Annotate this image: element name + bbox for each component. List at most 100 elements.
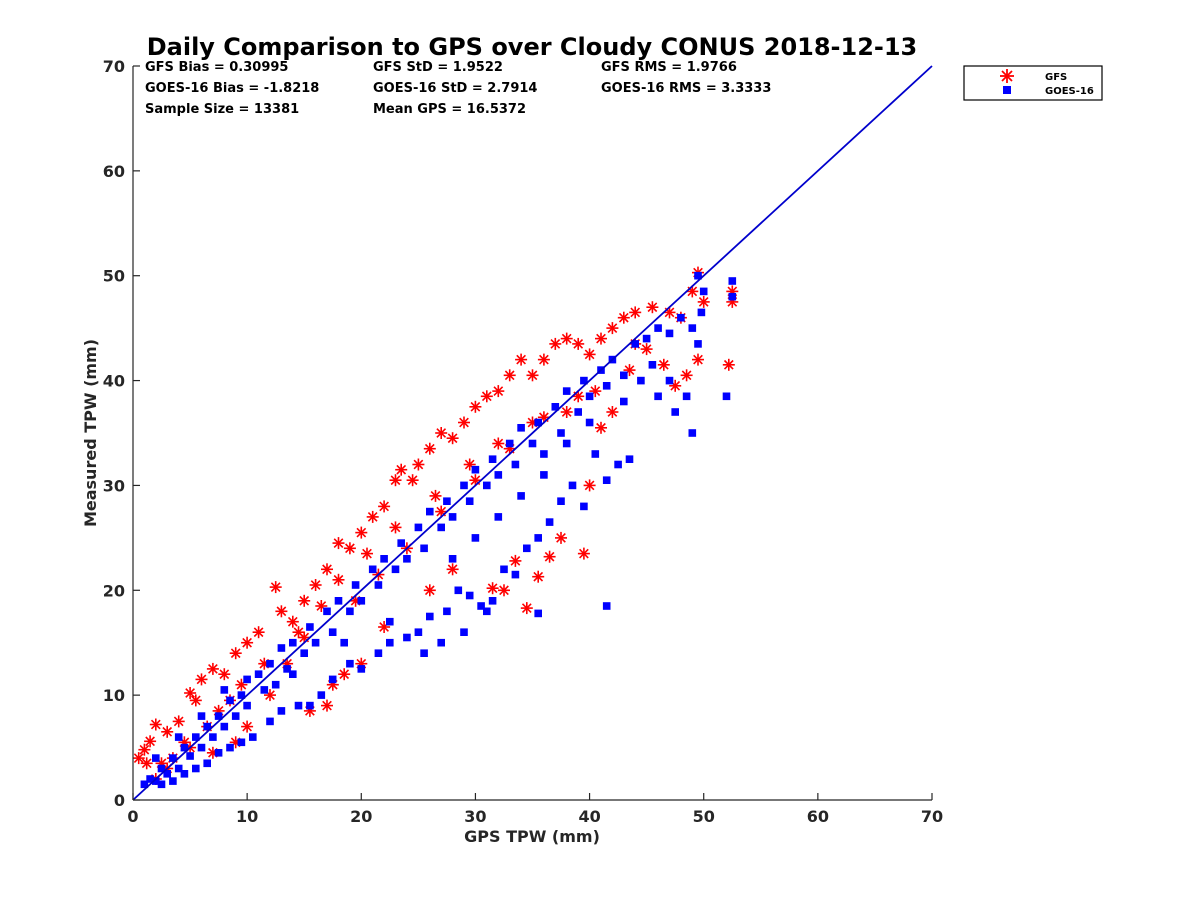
x-axis-label: GPS TPW (mm) [464,827,600,846]
goes16-point [426,612,434,621]
goes16-point [157,780,166,789]
goes16-point [694,271,702,280]
reference-line [132,65,933,801]
goes16-point [374,649,383,657]
goes16-point [580,502,588,511]
x-tick-label: 60 [807,807,829,826]
goes16-point [174,764,183,773]
gfs-point [646,301,659,314]
gfs-point [395,463,408,476]
goes16-point [500,565,508,574]
goes16-point [580,376,588,385]
goes16-point [688,429,697,437]
goes16-point [682,392,691,401]
goes16-point [625,455,634,463]
goes16-point [448,555,457,563]
goes16-point [460,628,468,636]
goes16-point [197,712,206,720]
goes16-point [602,602,611,610]
gfs-point [577,547,590,560]
gfs-point [429,489,442,502]
gfs-point [343,542,356,555]
goes16-point [249,733,257,741]
goes16-point [351,581,360,589]
goes16-point [340,638,348,647]
axes: 0 10 20 30 40 50 60 70 0 10 20 30 40 50 60 70 [103,57,943,826]
gfs-point [692,353,704,366]
gfs-point [503,369,516,382]
goes16-point [220,722,229,731]
x-tick-label: 40 [578,807,600,826]
gfs-point [286,615,299,628]
stat-text: GOES-16 StD = 2.7914 [373,81,537,96]
y-axis-label: Measured TPW (mm) [81,339,100,527]
goes16-point [534,418,542,427]
goes16-point [697,308,706,317]
goes16-point [591,450,600,458]
gfs-point [543,550,556,563]
gfs-point [435,427,448,439]
x-tick-label: 0 [127,807,138,826]
goes16-point [443,607,451,616]
goes16-point [266,659,274,668]
goes16-point [323,607,331,616]
goes16-point [488,597,497,605]
goes16-point [540,471,548,479]
goes16-point [448,513,457,521]
goes16-point [620,397,628,406]
gfs-point [189,694,202,707]
goes16-point [465,591,474,600]
gfs-point [218,668,231,681]
goes16-point [534,534,542,542]
goes16-point [420,649,428,657]
stat-text: GOES-16 RMS = 3.3333 [601,81,771,96]
y-ticks: 0 10 20 30 40 50 60 70 [103,57,140,810]
gfs-point [172,715,185,728]
gfs-point [321,563,333,576]
goes16-point [214,712,223,720]
goes16-point [517,424,525,432]
gfs-point [309,579,322,591]
gfs-point [361,547,373,560]
goes16-point [209,733,217,741]
gfs-point [229,647,242,660]
stat-text: GFS StD = 1.9522 [373,60,503,75]
gfs-point [486,582,499,595]
gfs-point [321,699,333,712]
goes16-point [511,570,520,579]
goes16-point [266,717,274,726]
gfs-point [355,526,368,539]
goes16-point [505,439,514,448]
gfs-point [697,295,710,308]
goes16-point [437,523,445,532]
goes16-point [277,707,286,715]
goes16-point [306,623,314,631]
goes16-point [534,609,542,618]
goes16-point [237,691,246,699]
goes16-point [226,743,234,752]
gfs-point [680,369,693,382]
goes16-point [677,313,685,322]
stat-text: GOES-16 Bias = -1.8218 [145,81,319,96]
gfs-point [269,581,282,594]
gfs-point [572,337,585,350]
gfs-point [560,332,573,345]
y-tick-label: 50 [103,267,125,286]
gfs-point [498,584,510,597]
legend: GFS GOES-16 [963,65,1103,101]
y-tick-label: 20 [103,581,125,600]
goes16-point [140,780,149,789]
gfs-point [332,537,345,550]
gfs-point [537,353,550,366]
goes16-point [403,555,411,563]
gfs-point [595,421,607,434]
gfs-point [549,337,562,350]
goes16-point [374,581,383,589]
goes16-point [654,324,662,332]
gfs-points [132,266,739,785]
goes16-point [180,743,189,752]
gfs-point [492,437,505,450]
goes16-point [699,287,708,296]
gfs-point [509,554,522,567]
goes16-point [368,565,377,574]
